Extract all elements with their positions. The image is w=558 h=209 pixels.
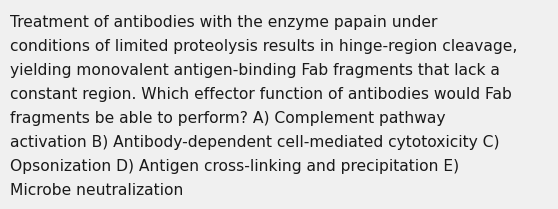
Text: conditions of limited proteolysis results in hinge-region cleavage,: conditions of limited proteolysis result… [10, 39, 517, 54]
Text: Opsonization D) Antigen cross-linking and precipitation E): Opsonization D) Antigen cross-linking an… [10, 159, 459, 174]
Text: Microbe neutralization: Microbe neutralization [10, 183, 184, 198]
Text: yielding monovalent antigen-binding Fab fragments that lack a: yielding monovalent antigen-binding Fab … [10, 63, 500, 78]
Text: fragments be able to perform? A) Complement pathway: fragments be able to perform? A) Complem… [10, 111, 445, 126]
Text: activation B) Antibody-dependent cell-mediated cytotoxicity C): activation B) Antibody-dependent cell-me… [10, 135, 499, 150]
Text: Treatment of antibodies with the enzyme papain under: Treatment of antibodies with the enzyme … [10, 15, 437, 30]
Text: constant region. Which effector function of antibodies would Fab: constant region. Which effector function… [10, 87, 512, 102]
